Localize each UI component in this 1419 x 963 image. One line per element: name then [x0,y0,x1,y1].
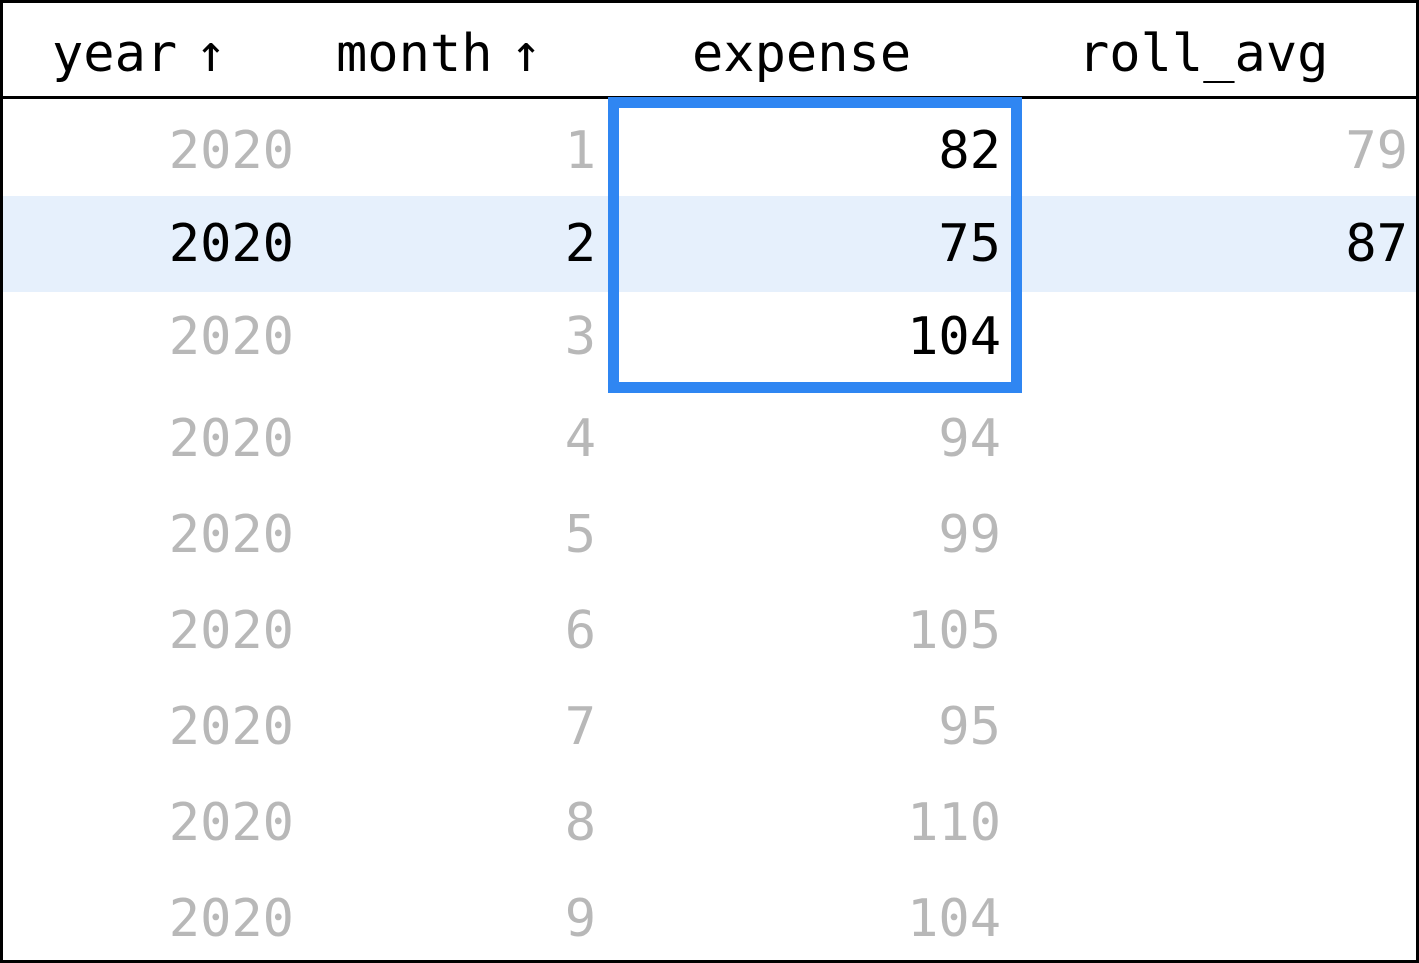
table-row[interactable]: 2020 5 99 [3,487,1416,583]
cell-expense: 99 [938,505,1001,565]
cell-year: 2020 [168,505,294,565]
column-header-roll-avg[interactable]: roll_avg [1078,21,1328,87]
column-header-expense-label: expense [692,24,912,84]
cell-month: 3 [564,307,596,367]
table-row-current[interactable]: 2020 2 75 87 [3,196,1416,292]
cell-year: 2020 [168,409,294,469]
cell-roll-avg: 87 [1345,214,1408,274]
cell-expense: 75 [938,214,1001,274]
cell-roll-avg: 79 [1345,121,1408,181]
cell-year: 2020 [168,793,294,853]
cell-year: 2020 [168,601,294,661]
sort-ascending-icon: ↑ [195,24,227,84]
cell-month: 6 [564,601,596,661]
cell-expense: 95 [938,697,1001,757]
table-row[interactable]: 2020 4 94 [3,391,1416,487]
cell-month: 9 [564,889,596,949]
column-header-month[interactable]: month ↑ [336,21,542,87]
cell-expense: 94 [938,409,1001,469]
cell-month: 5 [564,505,596,565]
cell-month: 4 [564,409,596,469]
cell-year: 2020 [168,889,294,949]
cell-expense: 110 [907,793,1001,853]
cell-expense: 104 [907,307,1001,367]
column-header-month-label: month [336,24,493,84]
cell-year: 2020 [168,214,294,274]
cell-year: 2020 [168,307,294,367]
cell-year: 2020 [168,121,294,181]
cell-month: 1 [564,121,596,181]
table-row[interactable]: 2020 9 104 [3,871,1416,960]
cell-expense: 104 [907,889,1001,949]
sort-ascending-icon: ↑ [510,24,542,84]
column-header-expense[interactable]: expense [692,21,911,87]
cell-expense: 82 [938,121,1001,181]
table-row[interactable]: 2020 3 104 [3,289,1416,385]
column-header-year-label: year [52,24,178,84]
cell-month: 7 [564,697,596,757]
table-header: year ↑ month ↑ expense roll_avg [3,3,1416,99]
cell-month: 8 [564,793,596,853]
table-row[interactable]: 2020 8 110 [3,775,1416,871]
cell-month: 2 [564,214,596,274]
table-row[interactable]: 2020 1 82 79 [3,103,1416,199]
table-row[interactable]: 2020 6 105 [3,583,1416,679]
cell-expense: 105 [907,601,1001,661]
table-row[interactable]: 2020 7 95 [3,679,1416,775]
column-header-year[interactable]: year ↑ [52,21,227,87]
cell-year: 2020 [168,697,294,757]
column-header-roll-avg-label: roll_avg [1078,24,1329,84]
